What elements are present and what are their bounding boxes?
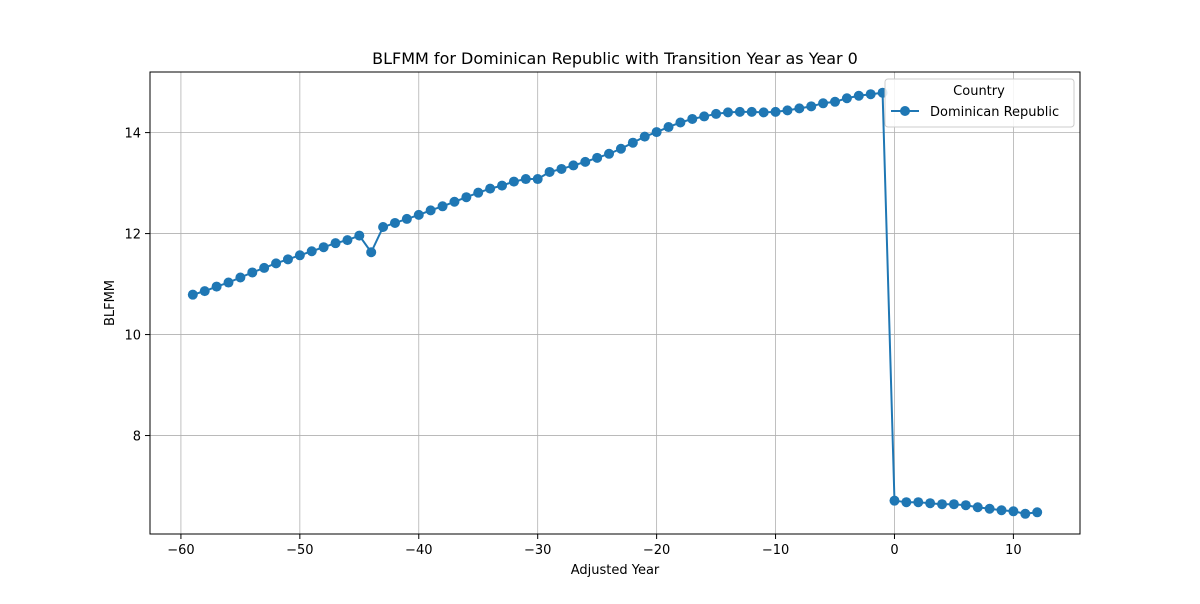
data-point <box>330 238 341 249</box>
data-point <box>627 137 638 148</box>
y-axis-ticks: 8 10 12 14 <box>124 127 150 445</box>
data-point <box>794 103 805 114</box>
data-point <box>770 106 781 117</box>
data-point <box>568 160 579 171</box>
data-point <box>473 187 484 198</box>
data-point <box>294 250 305 261</box>
data-point <box>342 235 353 246</box>
data-point <box>687 113 698 124</box>
x-tick-label: 10 <box>1005 543 1022 558</box>
legend-marker-swatch <box>900 106 910 116</box>
data-point <box>461 192 472 203</box>
data-point <box>449 196 460 207</box>
data-point <box>425 205 436 216</box>
data-point <box>604 148 615 159</box>
data-point <box>271 258 282 269</box>
data-point <box>592 152 603 163</box>
legend: Country Dominican Republic <box>884 78 1075 128</box>
data-point <box>663 122 674 133</box>
data-point <box>223 277 234 288</box>
data-point <box>485 183 496 194</box>
data-point <box>211 281 222 292</box>
x-tick-label: −60 <box>167 543 194 558</box>
data-point <box>948 499 959 510</box>
data-point <box>901 497 912 508</box>
chart-title: BLFMM for Dominican Republic with Transi… <box>372 49 858 68</box>
x-tick-label: −40 <box>405 543 432 558</box>
data-point <box>413 209 424 220</box>
data-point <box>247 267 258 278</box>
x-axis-label: Adjusted Year <box>571 563 660 578</box>
data-point <box>556 163 567 174</box>
data-point <box>699 111 710 122</box>
plot-frame <box>149 71 1081 535</box>
data-point <box>830 96 841 107</box>
data-point <box>913 497 924 508</box>
y-axis-label: BLFMM <box>103 280 118 326</box>
data-point <box>354 230 365 241</box>
data-point <box>639 131 650 142</box>
data-point <box>401 213 412 224</box>
legend-label-dominican-republic: Dominican Republic <box>930 105 1059 120</box>
data-point <box>497 180 508 191</box>
data-point <box>806 101 817 112</box>
data-point <box>259 262 270 273</box>
data-point <box>675 117 686 128</box>
data-point <box>758 107 769 118</box>
data-point <box>746 106 757 117</box>
data-point <box>960 500 971 511</box>
grid <box>150 72 1080 534</box>
data-point <box>818 98 829 109</box>
x-tick-label: −20 <box>643 543 670 558</box>
data-point <box>532 174 543 185</box>
data-point <box>1032 507 1043 518</box>
x-tick-label: 0 <box>890 543 898 558</box>
data-point <box>996 505 1007 516</box>
data-point <box>544 166 555 177</box>
data-point <box>580 156 591 167</box>
data-point <box>366 247 377 258</box>
legend-box <box>884 78 1075 128</box>
data-point <box>711 108 722 119</box>
data-point <box>615 143 626 154</box>
data-point <box>1020 508 1031 519</box>
x-tick-label: −30 <box>524 543 551 558</box>
data-point <box>865 89 876 100</box>
y-tick-label: 14 <box>124 127 141 142</box>
legend-title: Country <box>953 84 1005 99</box>
y-tick-label: 12 <box>124 228 141 243</box>
data-point <box>378 222 389 233</box>
data-point <box>937 499 948 510</box>
data-point <box>520 174 531 185</box>
data-point <box>187 289 198 300</box>
data-point <box>984 503 995 514</box>
data-point <box>437 201 448 212</box>
data-point <box>651 127 662 138</box>
x-tick-label: −50 <box>286 543 313 558</box>
data-point <box>235 272 246 283</box>
data-point <box>972 502 983 513</box>
data-point <box>925 498 936 509</box>
data-point <box>841 93 852 104</box>
data-point <box>199 286 210 297</box>
data-point <box>282 254 293 265</box>
x-tick-label: −10 <box>762 543 789 558</box>
y-tick-label: 8 <box>133 430 141 445</box>
data-point <box>306 246 317 257</box>
x-axis-ticks: −60 −50 −40 −30 −20 −10 0 10 <box>167 534 1022 558</box>
data-point <box>853 90 864 101</box>
data-point <box>1008 506 1019 517</box>
data-point <box>508 176 519 187</box>
data-point <box>389 217 400 228</box>
data-point <box>889 495 900 506</box>
data-point <box>734 106 745 117</box>
data-point <box>782 105 793 116</box>
data-point <box>318 242 329 253</box>
series-layer <box>187 87 1043 519</box>
data-point <box>722 107 733 118</box>
y-tick-label: 10 <box>124 329 141 344</box>
